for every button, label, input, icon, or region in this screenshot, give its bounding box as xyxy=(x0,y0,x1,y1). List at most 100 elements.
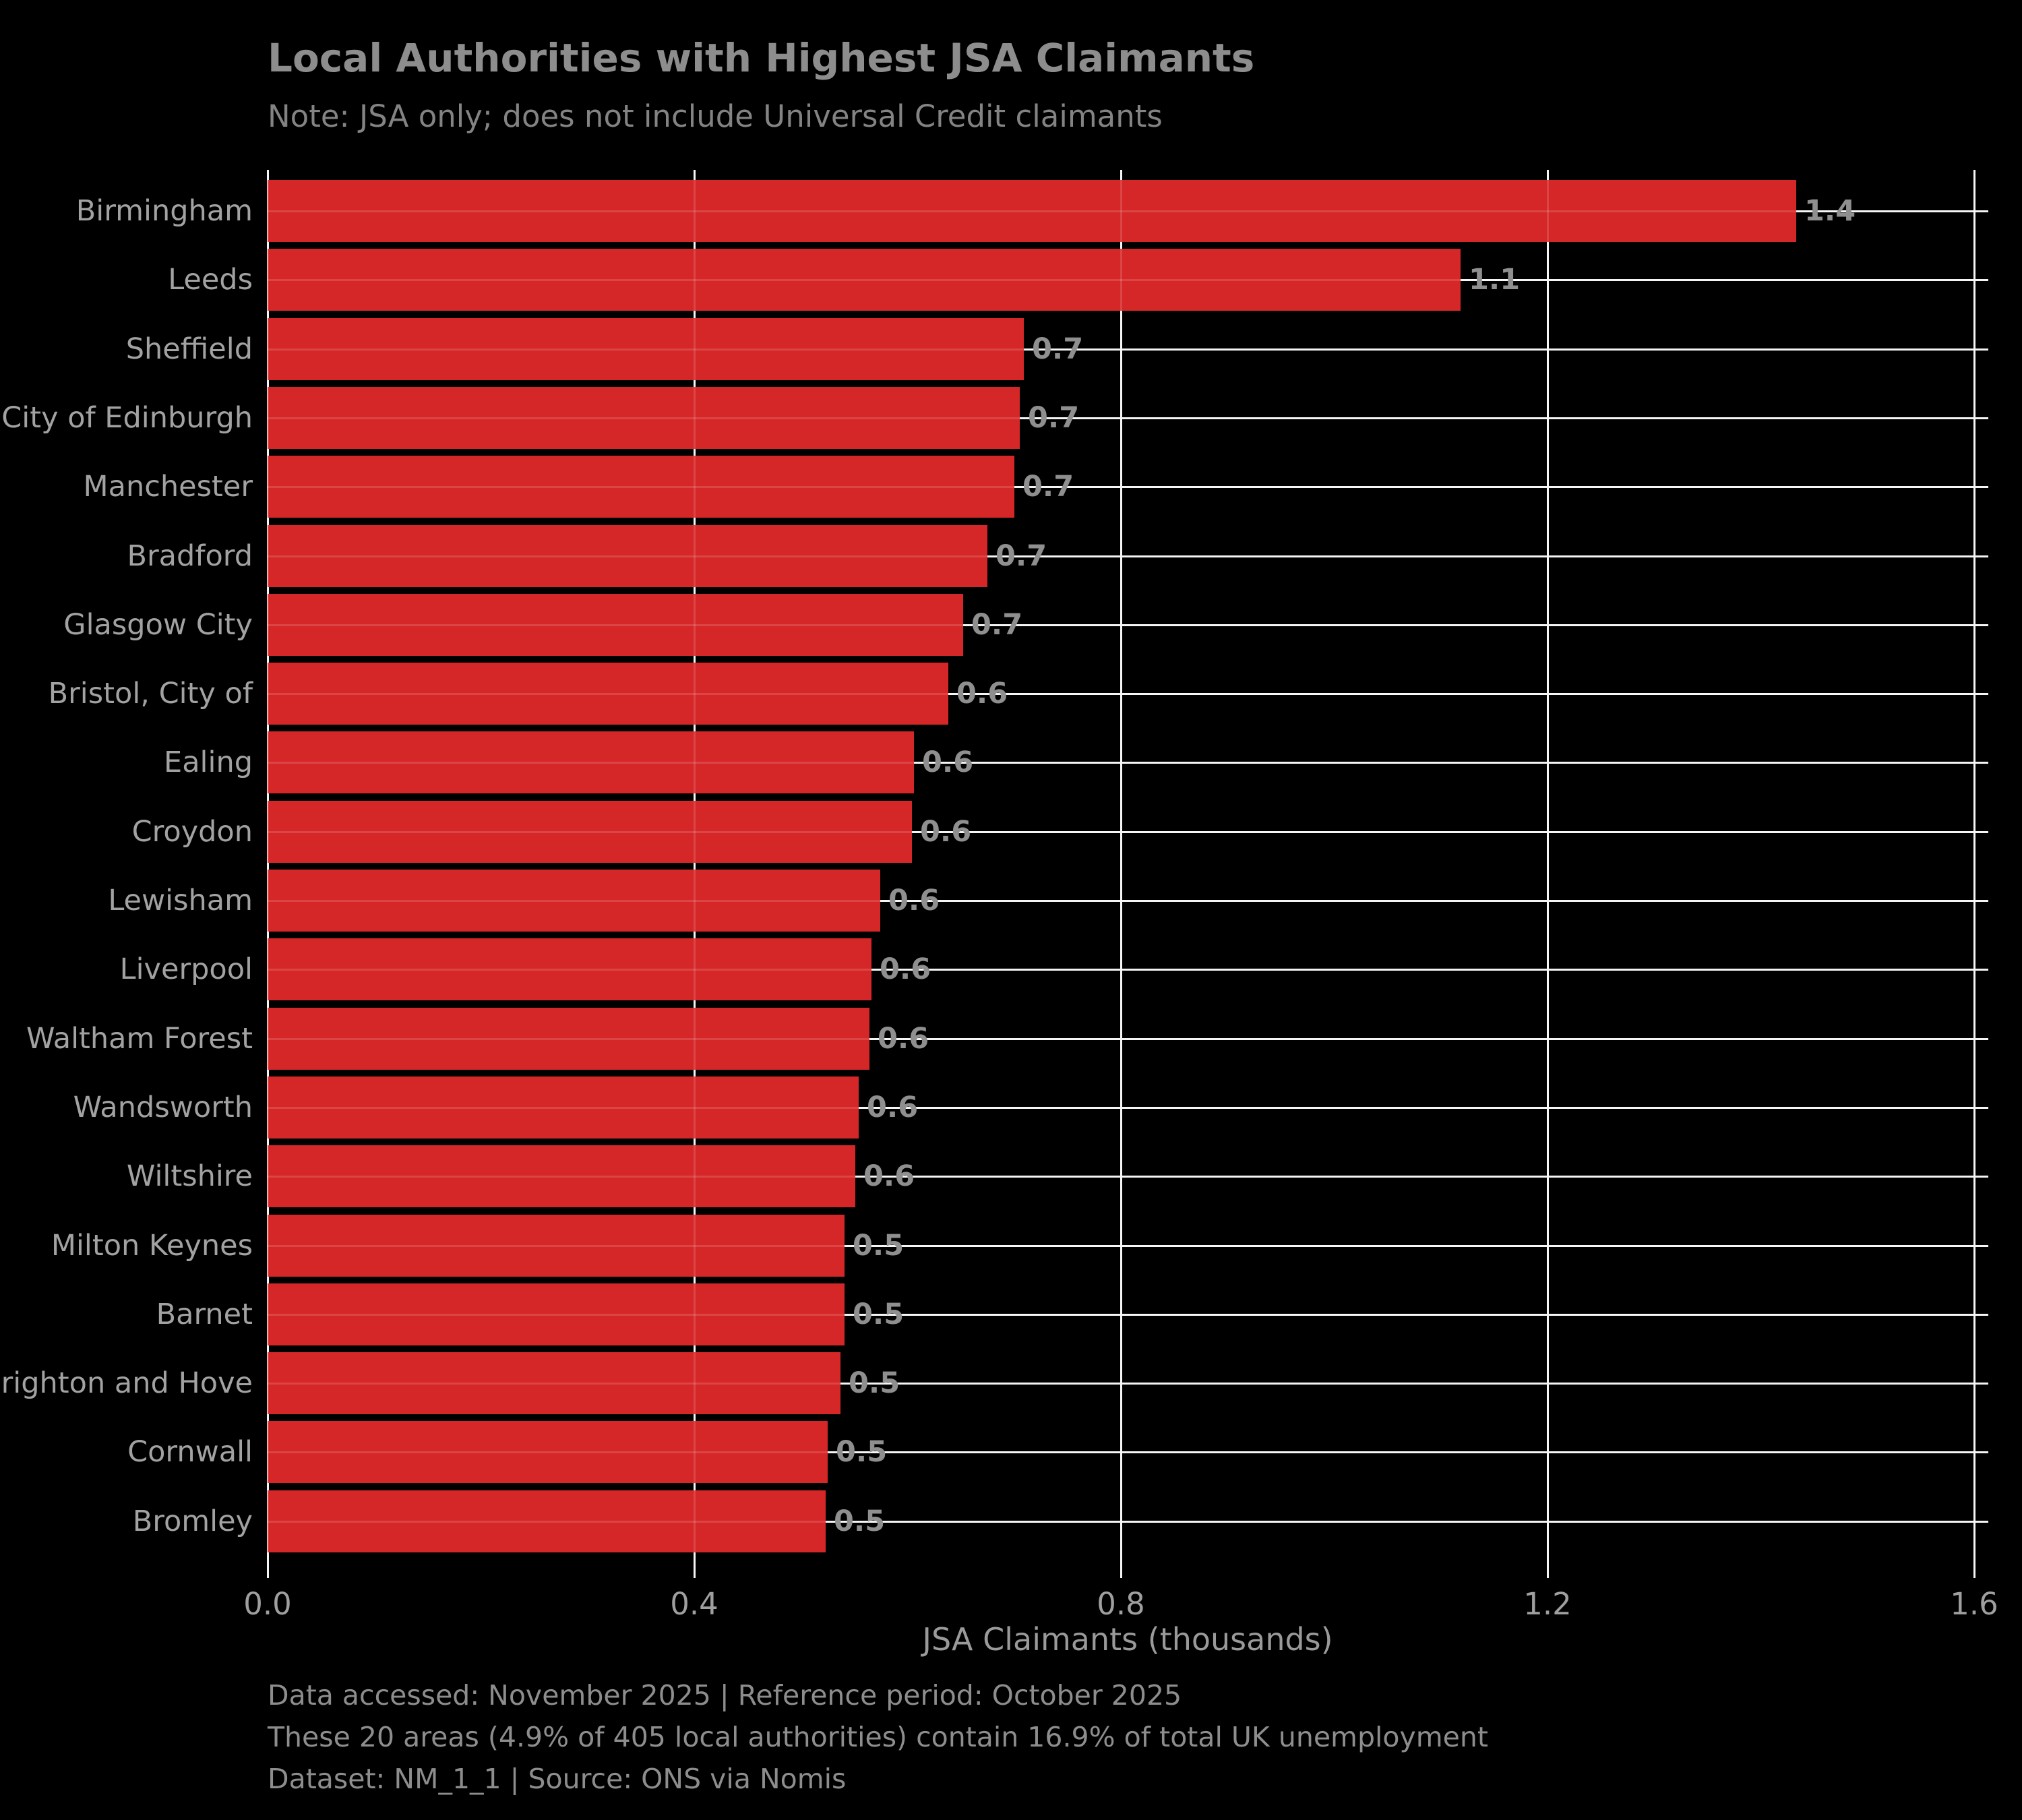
bar-value-label: 0.6 xyxy=(888,884,940,917)
y-gridline-overlay xyxy=(268,1451,828,1453)
y-gridline xyxy=(268,1451,1988,1453)
bar xyxy=(268,663,948,725)
x-gridline xyxy=(1120,170,1122,1567)
y-category-label: Brighton and Hove xyxy=(0,1366,253,1400)
y-gridline-overlay xyxy=(268,762,914,764)
bar xyxy=(268,731,914,793)
x-gridline-overlay xyxy=(1120,170,1122,1567)
y-category-label: Wandsworth xyxy=(73,1091,253,1124)
y-gridline xyxy=(268,1521,1988,1523)
footer-line-accessed: Data accessed: November 2025 | Reference… xyxy=(268,1679,1182,1711)
bar-value-label: 0.7 xyxy=(1032,332,1084,366)
y-gridline xyxy=(268,762,1988,764)
y-gridline-overlay xyxy=(268,279,1461,281)
bar-value-label: 0.6 xyxy=(956,677,1008,710)
y-category-label: Birmingham xyxy=(75,194,253,228)
y-gridline xyxy=(268,1107,1988,1109)
y-gridline-overlay xyxy=(268,969,871,971)
bar xyxy=(268,1076,859,1139)
plot-area: 0.0 0.4 0.8 1.2 1.6 1.4 Birmingham 1.1 Leeds 0.7 S… xyxy=(0,170,1998,1622)
y-gridline xyxy=(268,900,1988,902)
y-gridline xyxy=(268,1245,1988,1247)
y-category-label: Leeds xyxy=(168,263,253,297)
y-gridline xyxy=(268,1176,1988,1178)
y-gridline xyxy=(268,1038,1988,1040)
bar xyxy=(268,594,963,656)
y-gridline-overlay xyxy=(268,1107,859,1109)
bar-value-label: 0.5 xyxy=(849,1366,900,1400)
bar xyxy=(268,870,880,932)
bar xyxy=(268,249,1461,311)
bar xyxy=(268,456,1014,518)
y-category-label: Lewisham xyxy=(108,884,253,917)
y-gridline xyxy=(268,486,1988,488)
y-gridline-overlay xyxy=(268,1245,845,1247)
x-axis-label: JSA Claimants (thousands) xyxy=(922,1621,1333,1658)
x-gridline-overlay xyxy=(694,170,696,1567)
y-gridline-overlay xyxy=(268,348,1024,351)
y-gridline-overlay xyxy=(268,900,880,902)
y-category-label: Bromley xyxy=(132,1505,253,1538)
bar xyxy=(268,1352,840,1414)
y-category-label: Cornwall xyxy=(127,1435,253,1469)
bar-value-label: 0.6 xyxy=(920,815,972,849)
y-category-label: Waltham Forest xyxy=(26,1022,253,1056)
x-tick-mark xyxy=(1120,1567,1122,1578)
y-category-label: Bristol, City of xyxy=(48,677,253,710)
bar xyxy=(268,1283,845,1345)
y-gridline-overlay xyxy=(268,1383,840,1385)
x-gridline xyxy=(1547,170,1549,1567)
y-gridline xyxy=(268,348,1988,351)
bar-value-label: 0.6 xyxy=(863,1159,915,1193)
x-gridline-overlay xyxy=(267,170,269,1567)
x-tick-mark xyxy=(1973,1567,1975,1578)
y-gridline xyxy=(268,1314,1988,1316)
y-gridline-overlay xyxy=(268,693,948,695)
bar-value-label: 0.7 xyxy=(971,608,1023,642)
y-gridline-overlay xyxy=(268,486,1014,488)
y-gridline xyxy=(268,624,1988,626)
bar xyxy=(268,1145,855,1207)
y-category-label: Manchester xyxy=(83,470,253,504)
x-tick-mark xyxy=(267,1567,269,1578)
y-category-label: Milton Keynes xyxy=(51,1229,253,1263)
y-gridline xyxy=(268,417,1988,419)
bar-value-label: 0.5 xyxy=(853,1298,905,1331)
footer-line-coverage: These 20 areas (4.9% of 405 local author… xyxy=(268,1721,1488,1753)
bar-value-label: 0.6 xyxy=(880,952,931,986)
bar-value-label: 1.1 xyxy=(1469,263,1521,297)
bar xyxy=(268,1490,826,1552)
y-gridline-overlay xyxy=(268,1521,826,1523)
y-gridline-overlay xyxy=(268,417,1020,419)
y-gridline xyxy=(268,1383,1988,1385)
x-tick-mark xyxy=(1547,1567,1549,1578)
x-tick-label: 1.6 xyxy=(1950,1586,1998,1622)
y-category-label: Bradford xyxy=(127,539,253,573)
x-tick-label: 0.4 xyxy=(670,1586,718,1622)
x-gridline-overlay xyxy=(1547,170,1549,1567)
y-gridline xyxy=(268,831,1988,833)
bar xyxy=(268,938,871,1000)
y-category-label: Croydon xyxy=(131,815,253,849)
y-category-label: Barnet xyxy=(156,1298,253,1331)
bar xyxy=(268,318,1024,380)
y-gridline xyxy=(268,693,1988,695)
x-tick-mark xyxy=(694,1567,696,1578)
bar xyxy=(268,1421,828,1483)
footer-line-source: Dataset: NM_1_1 | Source: ONS via Nomis xyxy=(268,1763,847,1795)
y-gridline xyxy=(268,555,1988,557)
y-gridline xyxy=(268,969,1988,971)
y-category-label: Ealing xyxy=(164,746,253,779)
x-gridline xyxy=(694,170,696,1567)
y-category-label: Sheffield xyxy=(125,332,253,366)
bar xyxy=(268,525,987,587)
footer: Data accessed: November 2025 | Reference… xyxy=(268,1674,1488,1800)
bar xyxy=(268,1008,869,1070)
x-gridline-overlay xyxy=(1973,170,1975,1567)
y-category-label: Glasgow City xyxy=(63,608,253,642)
y-category-label: City of Edinburgh xyxy=(1,401,253,435)
bar-value-label: 1.4 xyxy=(1804,194,1856,228)
bar xyxy=(268,180,1796,242)
y-gridline-overlay xyxy=(268,555,987,557)
